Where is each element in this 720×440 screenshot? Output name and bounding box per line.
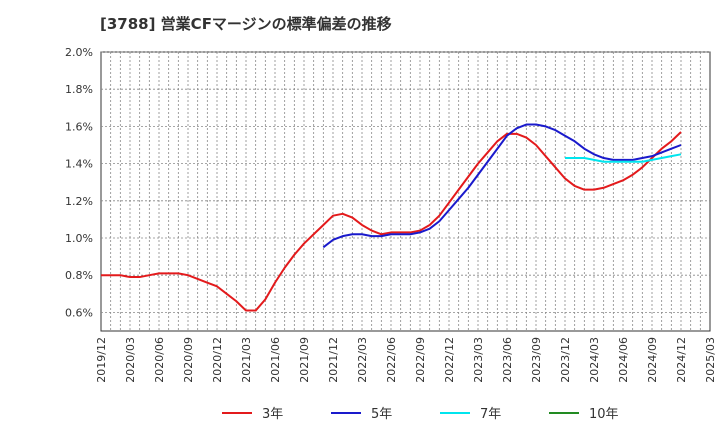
legend-label: 3年 (262, 407, 283, 422)
legend-label: 5年 (371, 407, 392, 422)
x-tick-label: 2020/03 (124, 337, 137, 383)
y-tick-label: 0.6% (65, 306, 93, 319)
x-tick-label: 2022/03 (356, 337, 369, 383)
x-tick-label: 2021/09 (298, 337, 311, 383)
x-tick-label: 2025/03 (704, 337, 717, 383)
series-line-5年 (322, 123, 682, 249)
x-tick-label: 2023/09 (530, 337, 543, 383)
legend: 3年 5年 7年 10年 (222, 407, 619, 422)
y-tick-label: 1.0% (65, 232, 93, 245)
x-tick-label: 2023/06 (501, 337, 514, 383)
series-line-7年 (565, 153, 682, 163)
x-tick-label: 2024/03 (588, 337, 601, 383)
series-line-3年 (101, 131, 682, 312)
y-tick-label: 2.0% (65, 46, 93, 59)
y-tick-label: 1.4% (65, 158, 93, 171)
x-tick-label: 2022/06 (385, 337, 398, 383)
y-tick-label: 0.8% (65, 269, 93, 282)
series-lines (101, 123, 682, 312)
y-tick-label: 1.2% (65, 195, 93, 208)
plot-area (100, 51, 711, 332)
x-tick-label: 2024/12 (675, 337, 688, 383)
legend-label: 7年 (480, 407, 501, 422)
x-tick-label: 2020/06 (153, 337, 166, 383)
y-tick-label: 1.6% (65, 120, 93, 133)
x-tick-label: 2020/12 (211, 337, 224, 383)
y-axis: 2.0% 1.8% 1.6% 1.4% 1.2% 1.0% 0.8% 0.6% (65, 46, 93, 319)
y-tick-label: 1.8% (65, 83, 93, 96)
x-tick-label: 2024/09 (646, 337, 659, 383)
x-tick-label: 2022/12 (443, 337, 456, 383)
x-tick-label: 2023/12 (559, 337, 572, 383)
x-tick-label: 2024/06 (617, 337, 630, 383)
x-tick-label: 2019/12 (95, 337, 108, 383)
x-tick-label: 2021/03 (240, 337, 253, 383)
x-axis: 2019/12 2020/03 2020/06 2020/09 2020/12 2021/… (95, 337, 717, 383)
legend-label: 10年 (589, 407, 619, 422)
x-tick-label: 2022/09 (414, 337, 427, 383)
grid (101, 51, 710, 331)
x-tick-label: 2021/06 (269, 337, 282, 383)
x-tick-label: 2023/03 (472, 337, 485, 383)
chart-title: [3788] 営業CFマージンの標準偏差の推移 (100, 15, 392, 33)
x-tick-label: 2020/09 (182, 337, 195, 383)
x-tick-label: 2021/12 (327, 337, 340, 383)
